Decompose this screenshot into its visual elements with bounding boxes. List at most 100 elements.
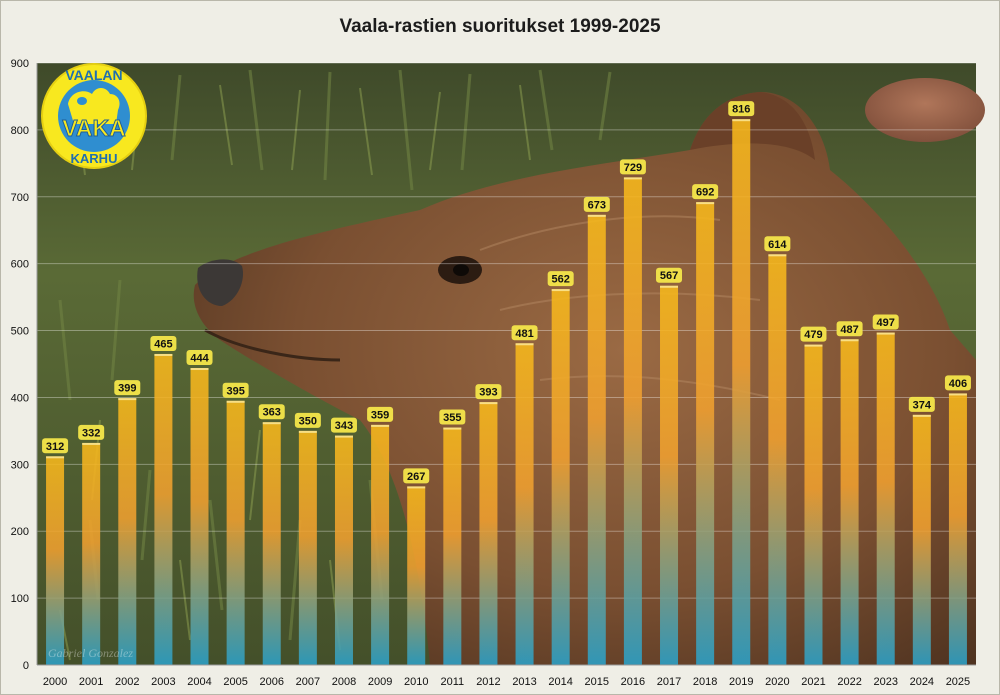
data-label-background: [78, 424, 105, 440]
chart-title: Vaala-rastien suoritukset 1999-2025: [339, 16, 661, 37]
data-label-background: [258, 404, 285, 420]
data-label-background: [330, 417, 357, 433]
bar-top-highlight: [804, 344, 823, 347]
bar-top-highlight: [587, 214, 606, 217]
bar: [732, 119, 751, 666]
data-label: 406: [949, 378, 967, 390]
x-tick-label: 2002: [115, 676, 139, 688]
x-tick-label: 2017: [657, 676, 681, 688]
x-tick-label: 2001: [79, 676, 103, 688]
x-tick-label: 2012: [476, 676, 500, 688]
x-tick-label: 2008: [332, 676, 356, 688]
bars: [46, 119, 967, 666]
bar-top-highlight: [768, 254, 787, 257]
bar: [660, 285, 679, 665]
y-tick-label: 300: [11, 459, 29, 471]
bar-top-highlight: [262, 422, 281, 425]
x-tick-label: 2003: [151, 676, 175, 688]
bar: [407, 486, 426, 665]
x-tick-label: 2011: [440, 676, 464, 688]
bar: [479, 402, 498, 665]
bar-top-highlight: [226, 400, 245, 403]
x-axis: 2000 2001 2002 2003 2004 2005 2006 2007 2008 2009…: [43, 676, 970, 688]
data-label-background: [908, 396, 935, 412]
data-label: 487: [840, 324, 858, 336]
data-label-background: [403, 468, 430, 484]
logo-bottom-text: KARHU: [71, 151, 118, 166]
data-label: 673: [588, 199, 606, 211]
data-label: 562: [551, 274, 569, 286]
bar: [334, 435, 353, 665]
y-tick-label: 200: [11, 526, 29, 538]
data-label: 267: [407, 471, 425, 483]
bar-top-highlight: [118, 398, 137, 401]
logo-center-text: VAKA: [62, 115, 125, 141]
x-tick-label: 2023: [873, 676, 897, 688]
data-label: 816: [732, 104, 750, 116]
data-label-background: [619, 159, 646, 175]
bar-top-highlight: [696, 202, 715, 205]
bar-top-highlight: [876, 332, 895, 335]
bar: [696, 202, 715, 665]
bar: [587, 214, 606, 666]
data-label: 465: [154, 338, 172, 350]
bar: [768, 254, 787, 665]
data-label: 444: [190, 353, 209, 365]
bar: [298, 430, 317, 665]
bar: [443, 427, 462, 665]
data-label-background: [475, 384, 502, 400]
bar-top-highlight: [660, 285, 679, 288]
bar: [515, 343, 534, 665]
data-label: 729: [624, 162, 642, 174]
bar: [804, 344, 823, 665]
bar: [226, 400, 245, 665]
y-axis: 0 100 200 300 400 500 600 700 800 900: [11, 58, 29, 672]
bar-top-highlight: [515, 343, 534, 346]
bar: [118, 398, 137, 665]
data-label: 363: [263, 407, 281, 419]
bar: [551, 289, 570, 665]
x-tick-label: 2005: [223, 676, 247, 688]
data-label-background: [583, 196, 610, 212]
data-label: 395: [226, 385, 244, 397]
bar: [876, 332, 895, 665]
x-tick-label: 2020: [765, 676, 789, 688]
data-label: 359: [371, 409, 389, 421]
bar-top-highlight: [46, 456, 65, 459]
data-label-background: [150, 335, 177, 351]
bar-top-highlight: [948, 393, 967, 396]
data-label-background: [944, 375, 971, 391]
data-label-background: [800, 326, 827, 342]
bar: [840, 339, 859, 665]
data-label-background: [367, 406, 394, 422]
x-tick-label: 2022: [837, 676, 861, 688]
data-label-background: [764, 236, 791, 252]
bar-top-highlight: [334, 435, 353, 438]
y-tick-label: 600: [11, 259, 29, 271]
x-tick-label: 2021: [801, 676, 825, 688]
data-label-background: [656, 267, 683, 283]
y-tick-label: 900: [11, 58, 29, 70]
data-label-background: [114, 380, 141, 396]
data-label-background: [439, 409, 466, 425]
x-tick-label: 2018: [693, 676, 717, 688]
data-labels: 312 332 399 465 444 395 363 350 343 359 267 355 393 4…: [42, 101, 971, 484]
y-tick-label: 0: [23, 660, 29, 672]
bar: [82, 442, 101, 665]
y-tick-label: 100: [11, 593, 29, 605]
x-tick-label: 2014: [548, 676, 572, 688]
data-label-background: [222, 382, 249, 398]
bar-top-highlight: [912, 414, 931, 417]
y-tick-label: 400: [11, 392, 29, 404]
data-label-background: [294, 412, 321, 428]
data-label: 355: [443, 412, 461, 424]
data-label-background: [42, 438, 69, 454]
data-label-background: [511, 325, 538, 341]
data-label: 481: [515, 328, 533, 340]
bar: [912, 414, 931, 665]
bar-top-highlight: [479, 402, 498, 405]
bar: [154, 353, 173, 665]
x-tick-label: 2013: [512, 676, 536, 688]
bar: [262, 422, 281, 665]
